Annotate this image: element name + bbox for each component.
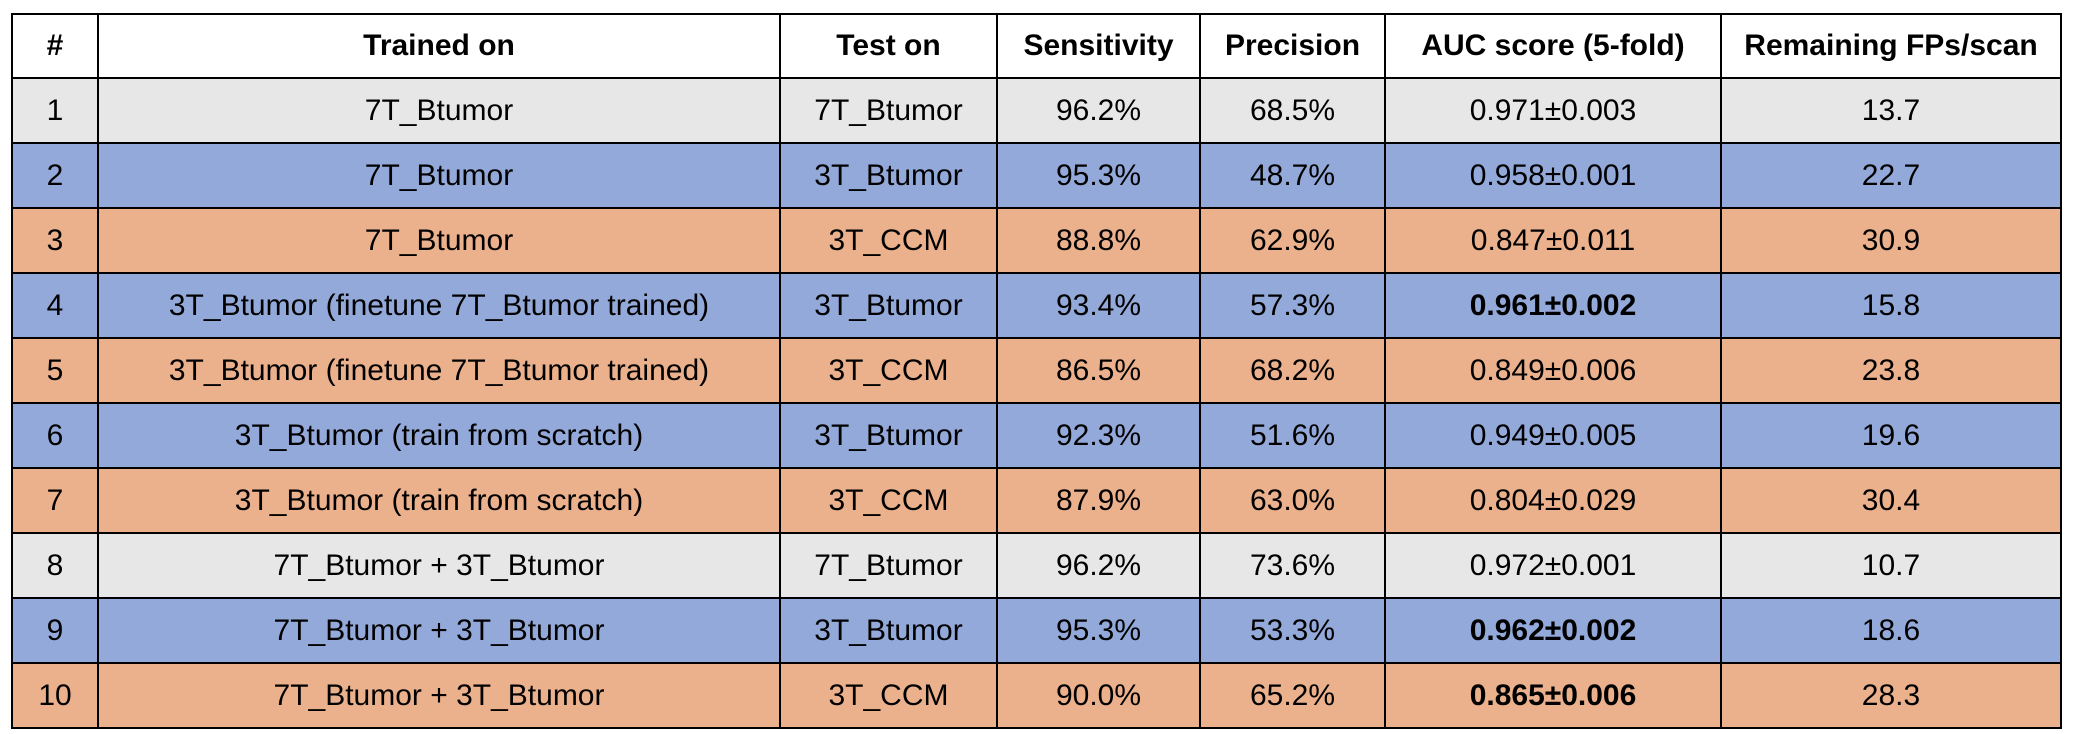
table-cell: 7T_Btumor [779, 77, 998, 144]
table-cell: 0.971±0.003 [1384, 77, 1722, 144]
header-row: # Trained on Test on Sensitivity Precision AU… [11, 13, 2062, 79]
table-cell: 3T_CCM [779, 337, 998, 404]
table-cell: 95.3% [996, 142, 1201, 209]
table-cell: 68.5% [1199, 77, 1386, 144]
table-cell: 88.8% [996, 207, 1201, 274]
table-cell: 96.2% [996, 532, 1201, 599]
table-row: 2 7T_Btumor 3T_Btumor 95.3% 48.7% 0.958±0.001… [11, 142, 2062, 209]
table-cell: 63.0% [1199, 467, 1386, 534]
table-cell: 3T_Btumor [779, 272, 998, 339]
table-cell: 48.7% [1199, 142, 1386, 209]
table-row: 3 7T_Btumor 3T_CCM 88.8% 62.9% 0.847±0.011 30.… [11, 207, 2062, 274]
table-cell: 23.8 [1720, 337, 2062, 404]
column-header: AUC score (5-fold) [1384, 13, 1722, 79]
table-cell: 3T_CCM [779, 467, 998, 534]
table-cell: 3T_Btumor [779, 597, 998, 664]
table-cell: 3 [11, 207, 99, 274]
table-cell: 7T_Btumor + 3T_Btumor [97, 662, 781, 729]
table-cell: 7T_Btumor [97, 207, 781, 274]
table-row: 7 3T_Btumor (train from scratch) 3T_CCM 87.… [11, 467, 2062, 534]
table-body: 1 7T_Btumor 7T_Btumor 96.2% 68.5% 0.971±0.003… [11, 77, 2062, 729]
table-cell: 3T_Btumor (train from scratch) [97, 467, 781, 534]
table-cell: 93.4% [996, 272, 1201, 339]
table-cell: 2 [11, 142, 99, 209]
table-cell: 57.3% [1199, 272, 1386, 339]
table-cell: 73.6% [1199, 532, 1386, 599]
table-cell: 3T_CCM [779, 662, 998, 729]
table-cell: 0.865±0.006 [1384, 662, 1722, 729]
table-cell: 96.2% [996, 77, 1201, 144]
table-cell: 7T_Btumor [97, 142, 781, 209]
table-cell: 0.949±0.005 [1384, 402, 1722, 469]
table-cell: 65.2% [1199, 662, 1386, 729]
table-cell: 7T_Btumor + 3T_Btumor [97, 532, 781, 599]
table-cell: 7T_Btumor [779, 532, 998, 599]
table-cell: 3T_Btumor [779, 142, 998, 209]
column-header: Trained on [97, 13, 781, 79]
table-cell: 7T_Btumor + 3T_Btumor [97, 597, 781, 664]
table-cell: 30.9 [1720, 207, 2062, 274]
table-cell: 0.961±0.002 [1384, 272, 1722, 339]
table-cell: 68.2% [1199, 337, 1386, 404]
table-cell: 7 [11, 467, 99, 534]
table-cell: 8 [11, 532, 99, 599]
table-row: 10 7T_Btumor + 3T_Btumor 3T_CCM 90.0% 65.2% 0… [11, 662, 2062, 729]
table-row: 8 7T_Btumor + 3T_Btumor 7T_Btumor 96.2% 73.6… [11, 532, 2062, 599]
table-row: 5 3T_Btumor (finetune 7T_Btumor trained) 3… [11, 337, 2062, 404]
table-row: 6 3T_Btumor (train from scratch) 3T_Btumor… [11, 402, 2062, 469]
table-cell: 53.3% [1199, 597, 1386, 664]
table-row: 4 3T_Btumor (finetune 7T_Btumor trained) 3… [11, 272, 2062, 339]
table-cell: 7T_Btumor [97, 77, 781, 144]
table-cell: 10 [11, 662, 99, 729]
column-header: Test on [779, 13, 998, 79]
table-cell: 3T_Btumor (train from scratch) [97, 402, 781, 469]
column-header: Sensitivity [996, 13, 1201, 79]
table-cell: 0.958±0.001 [1384, 142, 1722, 209]
table-cell: 1 [11, 77, 99, 144]
column-header: Precision [1199, 13, 1386, 79]
table-cell: 0.962±0.002 [1384, 597, 1722, 664]
table-cell: 3T_Btumor (finetune 7T_Btumor trained) [97, 272, 781, 339]
table-cell: 15.8 [1720, 272, 2062, 339]
table-cell: 6 [11, 402, 99, 469]
table-cell: 13.7 [1720, 77, 2062, 144]
column-header: # [11, 13, 99, 79]
table-cell: 86.5% [996, 337, 1201, 404]
table-cell: 92.3% [996, 402, 1201, 469]
table-cell: 10.7 [1720, 532, 2062, 599]
table-cell: 18.6 [1720, 597, 2062, 664]
table-cell: 28.3 [1720, 662, 2062, 729]
table-cell: 30.4 [1720, 467, 2062, 534]
table-cell: 87.9% [996, 467, 1201, 534]
table-cell: 0.972±0.001 [1384, 532, 1722, 599]
table-cell: 0.847±0.011 [1384, 207, 1722, 274]
table-cell: 95.3% [996, 597, 1201, 664]
table-cell: 0.804±0.029 [1384, 467, 1722, 534]
table-cell: 51.6% [1199, 402, 1386, 469]
table-cell: 3T_CCM [779, 207, 998, 274]
column-header: Remaining FPs/scan [1720, 13, 2062, 79]
table-row: 9 7T_Btumor + 3T_Btumor 3T_Btumor 95.3% 53.3… [11, 597, 2062, 664]
table-cell: 4 [11, 272, 99, 339]
table-cell: 90.0% [996, 662, 1201, 729]
table-cell: 3T_Btumor [779, 402, 998, 469]
results-table: # Trained on Test on Sensitivity Precision AU… [11, 13, 2062, 729]
table-cell: 19.6 [1720, 402, 2062, 469]
table-cell: 22.7 [1720, 142, 2062, 209]
table-cell: 9 [11, 597, 99, 664]
table-cell: 3T_Btumor (finetune 7T_Btumor trained) [97, 337, 781, 404]
table-cell: 62.9% [1199, 207, 1386, 274]
table-cell: 5 [11, 337, 99, 404]
table-cell: 0.849±0.006 [1384, 337, 1722, 404]
table-row: 1 7T_Btumor 7T_Btumor 96.2% 68.5% 0.971±0.003… [11, 77, 2062, 144]
